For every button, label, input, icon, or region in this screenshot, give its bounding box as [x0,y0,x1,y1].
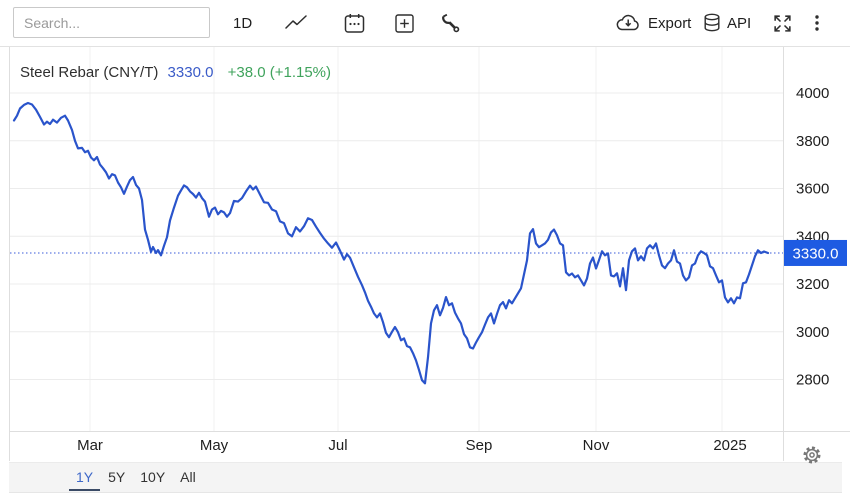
cloud-download-icon [616,14,639,31]
svg-text:Nov: Nov [583,437,610,454]
search-input[interactable] [13,7,210,38]
svg-text:3200: 3200 [796,276,829,293]
svg-text:3800: 3800 [796,133,829,150]
last-price: 3330.0 [167,64,214,81]
svg-text:3000: 3000 [796,324,829,341]
svg-text:Sep: Sep [466,437,493,454]
svg-text:3600: 3600 [796,181,829,198]
tools-button[interactable] [440,0,460,46]
svg-text:Jul: Jul [328,437,347,454]
plus-square-icon [395,13,414,33]
current-price-badge [784,239,847,266]
chart-type-button[interactable] [285,0,308,46]
chart-settings-button[interactable] [801,445,823,467]
export-button[interactable]: Export [615,0,691,46]
svg-text:4000: 4000 [796,85,829,102]
kebab-menu-icon [815,15,819,31]
api-button[interactable]: API [703,0,751,46]
instrument-title: Steel Rebar (CNY/T) [20,64,159,81]
svg-text:May: May [200,437,229,454]
range-tab-5y[interactable]: 5Y [108,469,126,485]
date-range-button[interactable] [344,0,365,46]
price-change: +38.0 (+1.15%) [227,64,332,81]
line-chart-icon [285,15,307,29]
fullscreen-expand-icon [774,14,791,32]
range-tab-all[interactable]: All [180,469,196,485]
svg-text:Mar: Mar [77,437,103,454]
interval-label: 1D [233,14,253,32]
wrench-icon [442,13,460,33]
gear-icon [803,446,821,464]
chart-header: Steel Rebar (CNY/T) 3330.0 +38.0 (+1.15%… [20,64,331,81]
range-tab-bar: 1Y 5Y 10Y All [9,462,842,493]
range-tab-1y[interactable]: 1Y [68,464,101,491]
more-menu-button[interactable] [810,0,824,46]
api-label: API [727,14,752,32]
svg-text:2025: 2025 [713,437,746,454]
range-tab-10y[interactable]: 10Y [140,469,166,485]
export-label: Export [648,14,692,32]
database-icon [704,13,720,31]
top-toolbar: 1D [0,0,850,47]
calendar-icon [344,13,365,33]
fullscreen-button[interactable] [772,0,793,46]
svg-text:3330.0: 3330.0 [793,245,839,262]
compare-add-button[interactable] [395,0,414,46]
svg-text:2800: 2800 [796,372,829,389]
interval-button[interactable]: 1D [233,0,252,46]
